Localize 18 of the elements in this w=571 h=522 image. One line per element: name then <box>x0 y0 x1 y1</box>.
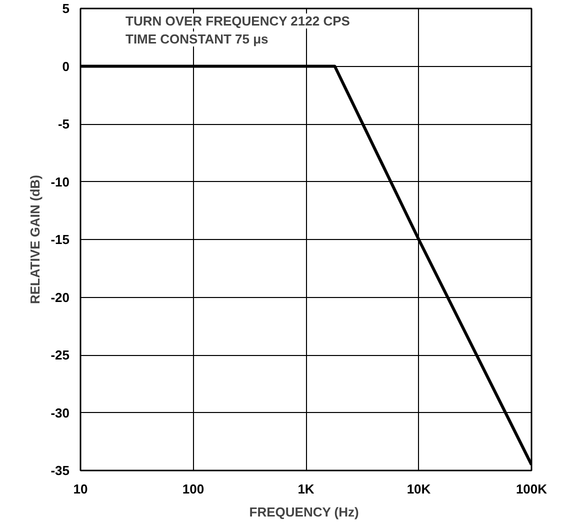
y-tick-label: 5 <box>62 1 70 16</box>
x-tick-label: 10 <box>73 482 88 496</box>
y-tick-label: -25 <box>50 348 70 362</box>
y-tick-label: 0 <box>62 58 70 74</box>
x-axis-title: FREQUENCY (Hz) <box>249 504 359 520</box>
x-tick-label: 100K <box>516 482 548 496</box>
y-axis-title: RELATIVE GAIN (dB) <box>28 174 43 304</box>
x-tick-label: 100 <box>182 482 204 496</box>
x-tick-label: 1K <box>298 482 315 496</box>
annotation: TIME CONSTANT 75 μs <box>126 32 268 46</box>
y-tick-label: -20 <box>50 290 70 305</box>
y-tick-label: -35 <box>50 463 70 478</box>
y-tick-label: -15 <box>50 232 70 247</box>
y-tick-label: -5 <box>58 116 70 132</box>
y-tick-label: -10 <box>50 174 70 190</box>
y-tick-label: -30 <box>50 405 70 420</box>
annotation: TURN OVER FREQUENCY 2122 CPS <box>126 14 350 28</box>
x-tick-label: 10K <box>406 482 432 496</box>
